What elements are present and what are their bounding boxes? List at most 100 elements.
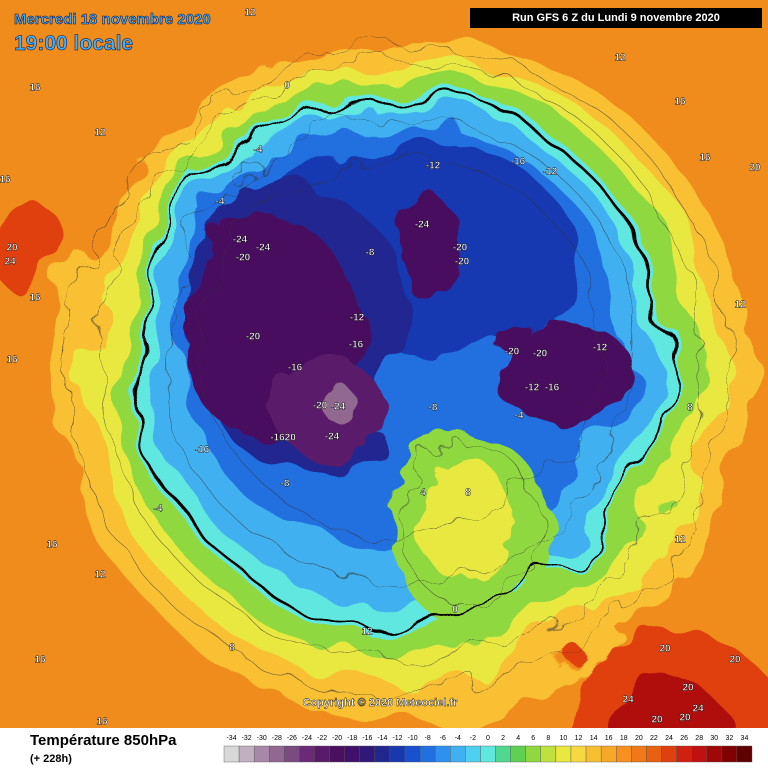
contour-label: -16 bbox=[195, 445, 210, 456]
contour-label: -16 bbox=[288, 363, 303, 374]
colorbar-cell bbox=[435, 745, 451, 763]
contour-label: 16 bbox=[29, 293, 41, 304]
colorbar-tick-label: 8 bbox=[546, 735, 550, 742]
colorbar-tick-label: -8 bbox=[425, 735, 431, 742]
colorbar-cell bbox=[389, 745, 406, 763]
contour-label: 16 bbox=[699, 153, 711, 164]
colorbar-tick-label: 22 bbox=[650, 735, 658, 742]
colorbar-cell bbox=[344, 745, 360, 763]
date: Mercredi 18 novembre 2020 bbox=[14, 11, 211, 28]
colorbar-cell bbox=[359, 745, 376, 763]
contour-label: -24 bbox=[233, 235, 248, 246]
colorbar-cell bbox=[540, 745, 557, 763]
contour-label: -12 bbox=[543, 167, 558, 178]
colorbar-cell bbox=[374, 745, 391, 763]
colorbar-cell bbox=[419, 745, 436, 763]
contour-label: 12 bbox=[361, 627, 373, 638]
colorbar-cell bbox=[450, 745, 466, 763]
contour-label: 24 bbox=[622, 695, 634, 706]
contour-label: 12 bbox=[94, 128, 106, 139]
contour-label: 8 bbox=[229, 643, 235, 654]
colorbar-tick-label: -24 bbox=[302, 735, 312, 742]
contour-label: -20 bbox=[246, 332, 261, 343]
colorbar-cell bbox=[616, 745, 632, 763]
colorbar-tick-label: -28 bbox=[272, 735, 282, 742]
contour-label: -16 bbox=[349, 340, 364, 351]
colorbar: -34 -32 -30 -28 -26 -24 -22 -20 -18 -16 -14 -12 -10-… bbox=[223, 735, 753, 763]
contour-label: 20 bbox=[651, 715, 663, 726]
contour-label: 20 bbox=[6, 243, 18, 254]
colorbar-cell bbox=[676, 745, 692, 763]
contour-label: -16 bbox=[511, 157, 526, 168]
colorbar-cell bbox=[284, 745, 300, 763]
colorbar-tick-label: -30 bbox=[257, 735, 267, 742]
colorbar-tick-label: -16 bbox=[362, 735, 372, 742]
contour-label: 24 bbox=[4, 257, 16, 268]
colorbar-tick-label: 18 bbox=[620, 735, 628, 742]
contour-label: -20 bbox=[455, 257, 470, 268]
contour-label: -8 bbox=[366, 248, 375, 259]
colorbar-tick-label: 34 bbox=[741, 735, 749, 742]
contour-label: 20 bbox=[729, 655, 741, 666]
colorbar-cell bbox=[253, 745, 270, 763]
colorbar-cell bbox=[661, 745, 677, 763]
contour-label: -20 bbox=[453, 243, 468, 254]
time: 19:00 locale bbox=[14, 32, 133, 55]
colorbar-tick-label: 32 bbox=[725, 735, 733, 742]
colorbar-cell bbox=[329, 745, 345, 763]
contour-label: 16 bbox=[96, 717, 108, 728]
contour-label: 12 bbox=[244, 8, 256, 19]
contour-label: -24 bbox=[256, 243, 271, 254]
colorbar-cell bbox=[646, 745, 662, 763]
legend-subtitle: (+ 228h) bbox=[30, 753, 72, 765]
legend-title: Température 850hPa bbox=[30, 732, 177, 749]
colorbar-cell bbox=[706, 745, 723, 763]
contour-label: -20 bbox=[313, 401, 328, 412]
colorbar-tick-label: 2 bbox=[501, 735, 505, 742]
contour-label: 16 bbox=[674, 97, 686, 108]
colorbar-tick-label: 20 bbox=[635, 735, 643, 742]
colorbar-tick-label: -6 bbox=[440, 735, 446, 742]
colorbar-tick-label: -2 bbox=[470, 735, 476, 742]
contour-label: -20 bbox=[533, 349, 548, 360]
colorbar-cell bbox=[510, 745, 526, 763]
colorbar-cell bbox=[480, 745, 496, 763]
colorbar-cell bbox=[585, 745, 602, 763]
contour-label: -24 bbox=[331, 402, 346, 413]
colorbar-tick-label: -4 bbox=[455, 735, 461, 742]
colorbar-cell bbox=[555, 745, 572, 763]
colorbar-tick-label: -26 bbox=[287, 735, 297, 742]
colorbar-cell bbox=[223, 745, 240, 763]
colorbar-tick-label: -22 bbox=[317, 735, 327, 742]
colorbar-tick-label: 14 bbox=[590, 735, 598, 742]
copyright: Copyright © 2020 Meteociel.fr bbox=[303, 697, 459, 709]
colorbar-tick-label: 4 bbox=[516, 735, 520, 742]
contour-label: -16 bbox=[545, 383, 560, 394]
contour-label: 0 bbox=[284, 81, 290, 92]
contour-label: -24 bbox=[415, 220, 430, 231]
colorbar-tick-label: 26 bbox=[680, 735, 688, 742]
contour-labels: 1216121620241616121616160-4-4-24-24-20-2… bbox=[0, 7, 761, 728]
colorbar-tick-label: -34 bbox=[226, 735, 236, 742]
contour-label: -4 bbox=[216, 197, 225, 208]
colorbar-cell bbox=[631, 745, 647, 763]
colorbar-cell bbox=[525, 745, 542, 763]
colorbar-tick-label: 16 bbox=[605, 735, 613, 742]
colorbar-cell bbox=[721, 745, 738, 763]
contour-label: -4 bbox=[515, 411, 524, 422]
colorbar-tick-label: 24 bbox=[665, 735, 673, 742]
contour-label: 24 bbox=[692, 704, 704, 715]
contour-label: 20 bbox=[682, 683, 694, 694]
contour-label: 12 bbox=[674, 535, 686, 546]
colorbar-cell bbox=[314, 745, 330, 763]
contour-label: 12 bbox=[734, 300, 746, 311]
colorbar-cell bbox=[600, 745, 617, 763]
colorbar-tick-label: 30 bbox=[710, 735, 718, 742]
colorbar-tick-label: 6 bbox=[531, 735, 535, 742]
contour-label: -20 bbox=[236, 253, 251, 264]
contour-label: 12 bbox=[614, 53, 626, 64]
contour-label: 12 bbox=[94, 570, 106, 581]
contour-label: -24 bbox=[325, 432, 340, 443]
